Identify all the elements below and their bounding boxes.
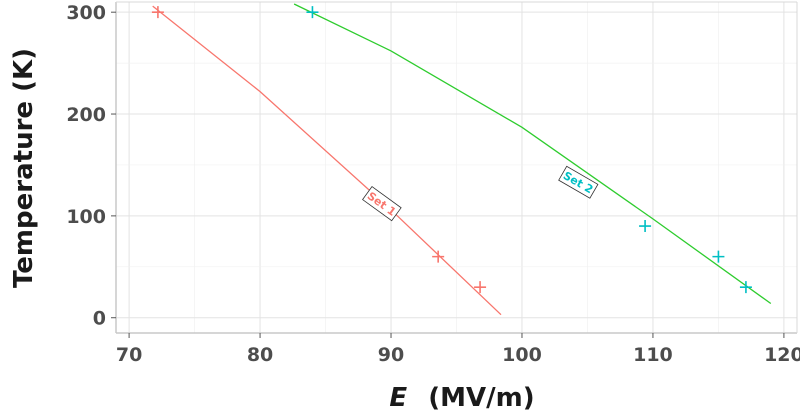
fit-lines <box>152 3 772 316</box>
series-label-box <box>558 165 599 199</box>
fit-line-series-1 <box>152 5 502 316</box>
data-point-series-1 <box>432 250 445 263</box>
x-axis-symbol: E <box>389 383 407 413</box>
series-label-series-2: Set 2 <box>558 165 599 199</box>
data-point-series-2 <box>306 6 319 19</box>
x-tick-label: 80 <box>247 344 273 366</box>
data-point-series-2 <box>639 220 652 233</box>
data-point-series-2 <box>739 281 752 294</box>
data-points <box>151 6 752 294</box>
grid-lines <box>116 2 797 333</box>
x-axis-title: E (MV/m) <box>389 383 534 413</box>
y-tick-label: 300 <box>66 2 106 24</box>
tick-labels: 70 80 90 100 110 120 0 100 200 300 <box>66 2 800 366</box>
fit-line-series-2 <box>293 3 772 305</box>
x-tick-label: 70 <box>116 344 142 366</box>
data-point-series-1 <box>474 281 487 294</box>
y-tick-label: 100 <box>66 206 106 228</box>
x-tick-label: 100 <box>502 344 542 366</box>
y-tick-label: 0 <box>93 308 106 330</box>
data-point-series-1 <box>151 6 164 19</box>
series-label-box <box>362 186 402 222</box>
x-tick-label: 110 <box>633 344 673 366</box>
data-point-series-2 <box>712 250 725 263</box>
axes <box>115 1 798 334</box>
y-tick-label: 200 <box>66 104 106 126</box>
x-axis-unit: (MV/m) <box>428 383 534 413</box>
x-tick-label: 120 <box>764 344 800 366</box>
y-axis-title: Temperature (K) <box>9 48 39 288</box>
x-tick-label: 90 <box>378 344 404 366</box>
